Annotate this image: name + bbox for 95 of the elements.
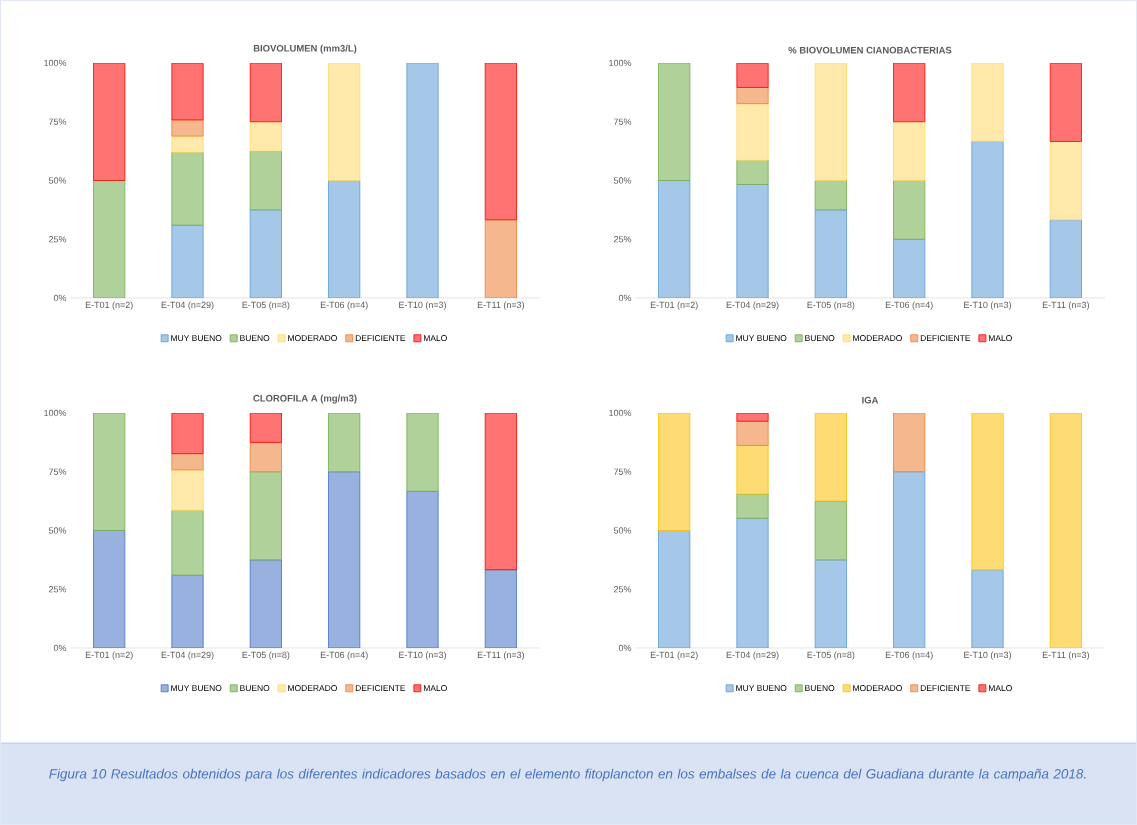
x-tick-label: E-T11 (n=3) — [1042, 301, 1089, 310]
y-tick-label: 50% — [613, 177, 632, 184]
y-tick-label: 100% — [44, 59, 67, 67]
bar — [971, 62, 1004, 142]
bar — [249, 471, 282, 561]
bar — [971, 569, 1004, 648]
chart-title: % BIOVOLUMEN CIANOBACTERIAS — [788, 46, 952, 54]
text: Figura 10 Resultados obtenidos para los diferentes indicadores basados en el elemento fitoplancton en los embalses de la cuenca del Guadiana durante la campaña 2018. — [49, 768, 1086, 782]
bar — [249, 150, 282, 211]
x-tick-label: E-T04 (n=29) — [161, 301, 214, 310]
bar — [406, 412, 439, 492]
legend-label: MODERADO — [853, 685, 902, 692]
bar — [893, 180, 926, 240]
x-tick-label: E-T10 (n=3) — [399, 301, 446, 310]
y-tick-label: 75% — [49, 468, 67, 475]
y-tick-label: 75% — [614, 468, 632, 475]
bar — [171, 453, 204, 471]
y-tick-label: 0% — [618, 644, 632, 652]
x-tick-label: E-T06 (n=4) — [320, 301, 368, 310]
bar — [814, 500, 847, 561]
y-tick-label: 75% — [49, 118, 67, 125]
legend-label: MODERADO — [853, 335, 902, 342]
y-tick-label: 0% — [618, 294, 632, 302]
legend-label: MODERADO — [288, 685, 337, 692]
y-tick-label: 100% — [44, 409, 67, 417]
legend-label: BUENO — [805, 685, 835, 692]
legend-label: MUY BUENO — [171, 685, 222, 692]
bar — [171, 119, 204, 137]
legend-label: BUENO — [240, 685, 270, 692]
legend-label: MALO — [988, 335, 1012, 342]
legend-label: MUY BUENO — [171, 335, 222, 342]
y-tick-label: 25% — [614, 586, 632, 593]
chart-title: BIOVOLUMEN (mm3/L) — [253, 44, 357, 54]
x-tick-label: E-T10 (n=3) — [964, 301, 1011, 310]
bar — [736, 420, 769, 446]
legend-label: BUENO — [805, 335, 835, 342]
x-tick-label: E-T10 (n=3) — [399, 651, 446, 660]
y-tick-label: 25% — [49, 586, 67, 593]
legend-label: DEFICIENTE — [355, 685, 406, 692]
bar — [249, 441, 282, 473]
bar — [171, 151, 204, 226]
x-tick-label: E-T01 (n=2) — [650, 301, 698, 310]
bar — [736, 103, 769, 161]
y-tick-label: 100% — [609, 409, 632, 417]
x-tick-label: E-T05 (n=8) — [807, 651, 855, 660]
x-tick-label: E-T01 (n=2) — [85, 651, 133, 660]
x-tick-label: E-T06 (n=4) — [320, 651, 368, 660]
x-tick-label: E-T05 (n=8) — [242, 301, 290, 310]
x-tick-label: E-T05 (n=8) — [807, 301, 855, 310]
legend-label: MODERADO — [288, 335, 337, 342]
y-tick-label: 25% — [614, 236, 632, 243]
bar — [249, 121, 282, 152]
x-tick-label: E-T11 (n=3) — [477, 651, 524, 660]
y-tick-label: 50% — [613, 527, 632, 534]
bar — [736, 445, 769, 495]
legend-label: MUY BUENO — [736, 335, 787, 342]
bar — [171, 135, 204, 153]
legend-label: DEFICIENTE — [920, 335, 971, 342]
legend-label: MALO — [423, 685, 447, 692]
x-tick-label: E-T11 (n=3) — [1042, 651, 1089, 660]
legend-label: BUENO — [240, 335, 270, 342]
legend-label: DEFICIENTE — [920, 685, 971, 692]
legend-label: MALO — [988, 685, 1012, 692]
legend-label: DEFICIENTE — [355, 335, 406, 342]
bar — [171, 509, 204, 576]
bar — [1049, 141, 1082, 221]
bar — [736, 159, 769, 185]
x-tick-label: E-T04 (n=29) — [726, 301, 779, 310]
bar — [406, 62, 439, 298]
x-tick-label: E-T01 (n=2) — [650, 651, 698, 660]
y-tick-label: 25% — [49, 236, 67, 243]
y-tick-label: 50% — [48, 527, 67, 534]
y-tick-label: 0% — [53, 644, 67, 652]
x-tick-label: E-T01 (n=2) — [85, 301, 133, 310]
y-tick-label: 75% — [614, 118, 632, 125]
x-tick-label: E-T06 (n=4) — [885, 301, 933, 310]
x-tick-label: E-T04 (n=29) — [161, 651, 214, 660]
y-tick-label: 100% — [609, 59, 632, 67]
y-tick-label: 0% — [53, 294, 67, 302]
legend-label: MUY BUENO — [736, 685, 787, 692]
bar — [893, 121, 926, 181]
y-tick-label: 50% — [48, 177, 67, 184]
x-tick-label: E-T11 (n=3) — [477, 301, 524, 310]
chart-title: IGA — [862, 396, 879, 404]
chart-title: CLOROFILA A (mg/m3) — [253, 394, 357, 404]
legend-label: MALO — [423, 335, 447, 342]
bar — [171, 469, 204, 511]
bar — [736, 184, 769, 298]
x-tick-label: E-T06 (n=4) — [885, 651, 933, 660]
bar — [814, 180, 847, 211]
bar — [736, 493, 769, 519]
x-tick-label: E-T10 (n=3) — [964, 651, 1011, 660]
bar — [736, 87, 769, 105]
x-tick-label: E-T05 (n=8) — [242, 651, 290, 660]
x-tick-label: E-T04 (n=29) — [726, 651, 779, 660]
